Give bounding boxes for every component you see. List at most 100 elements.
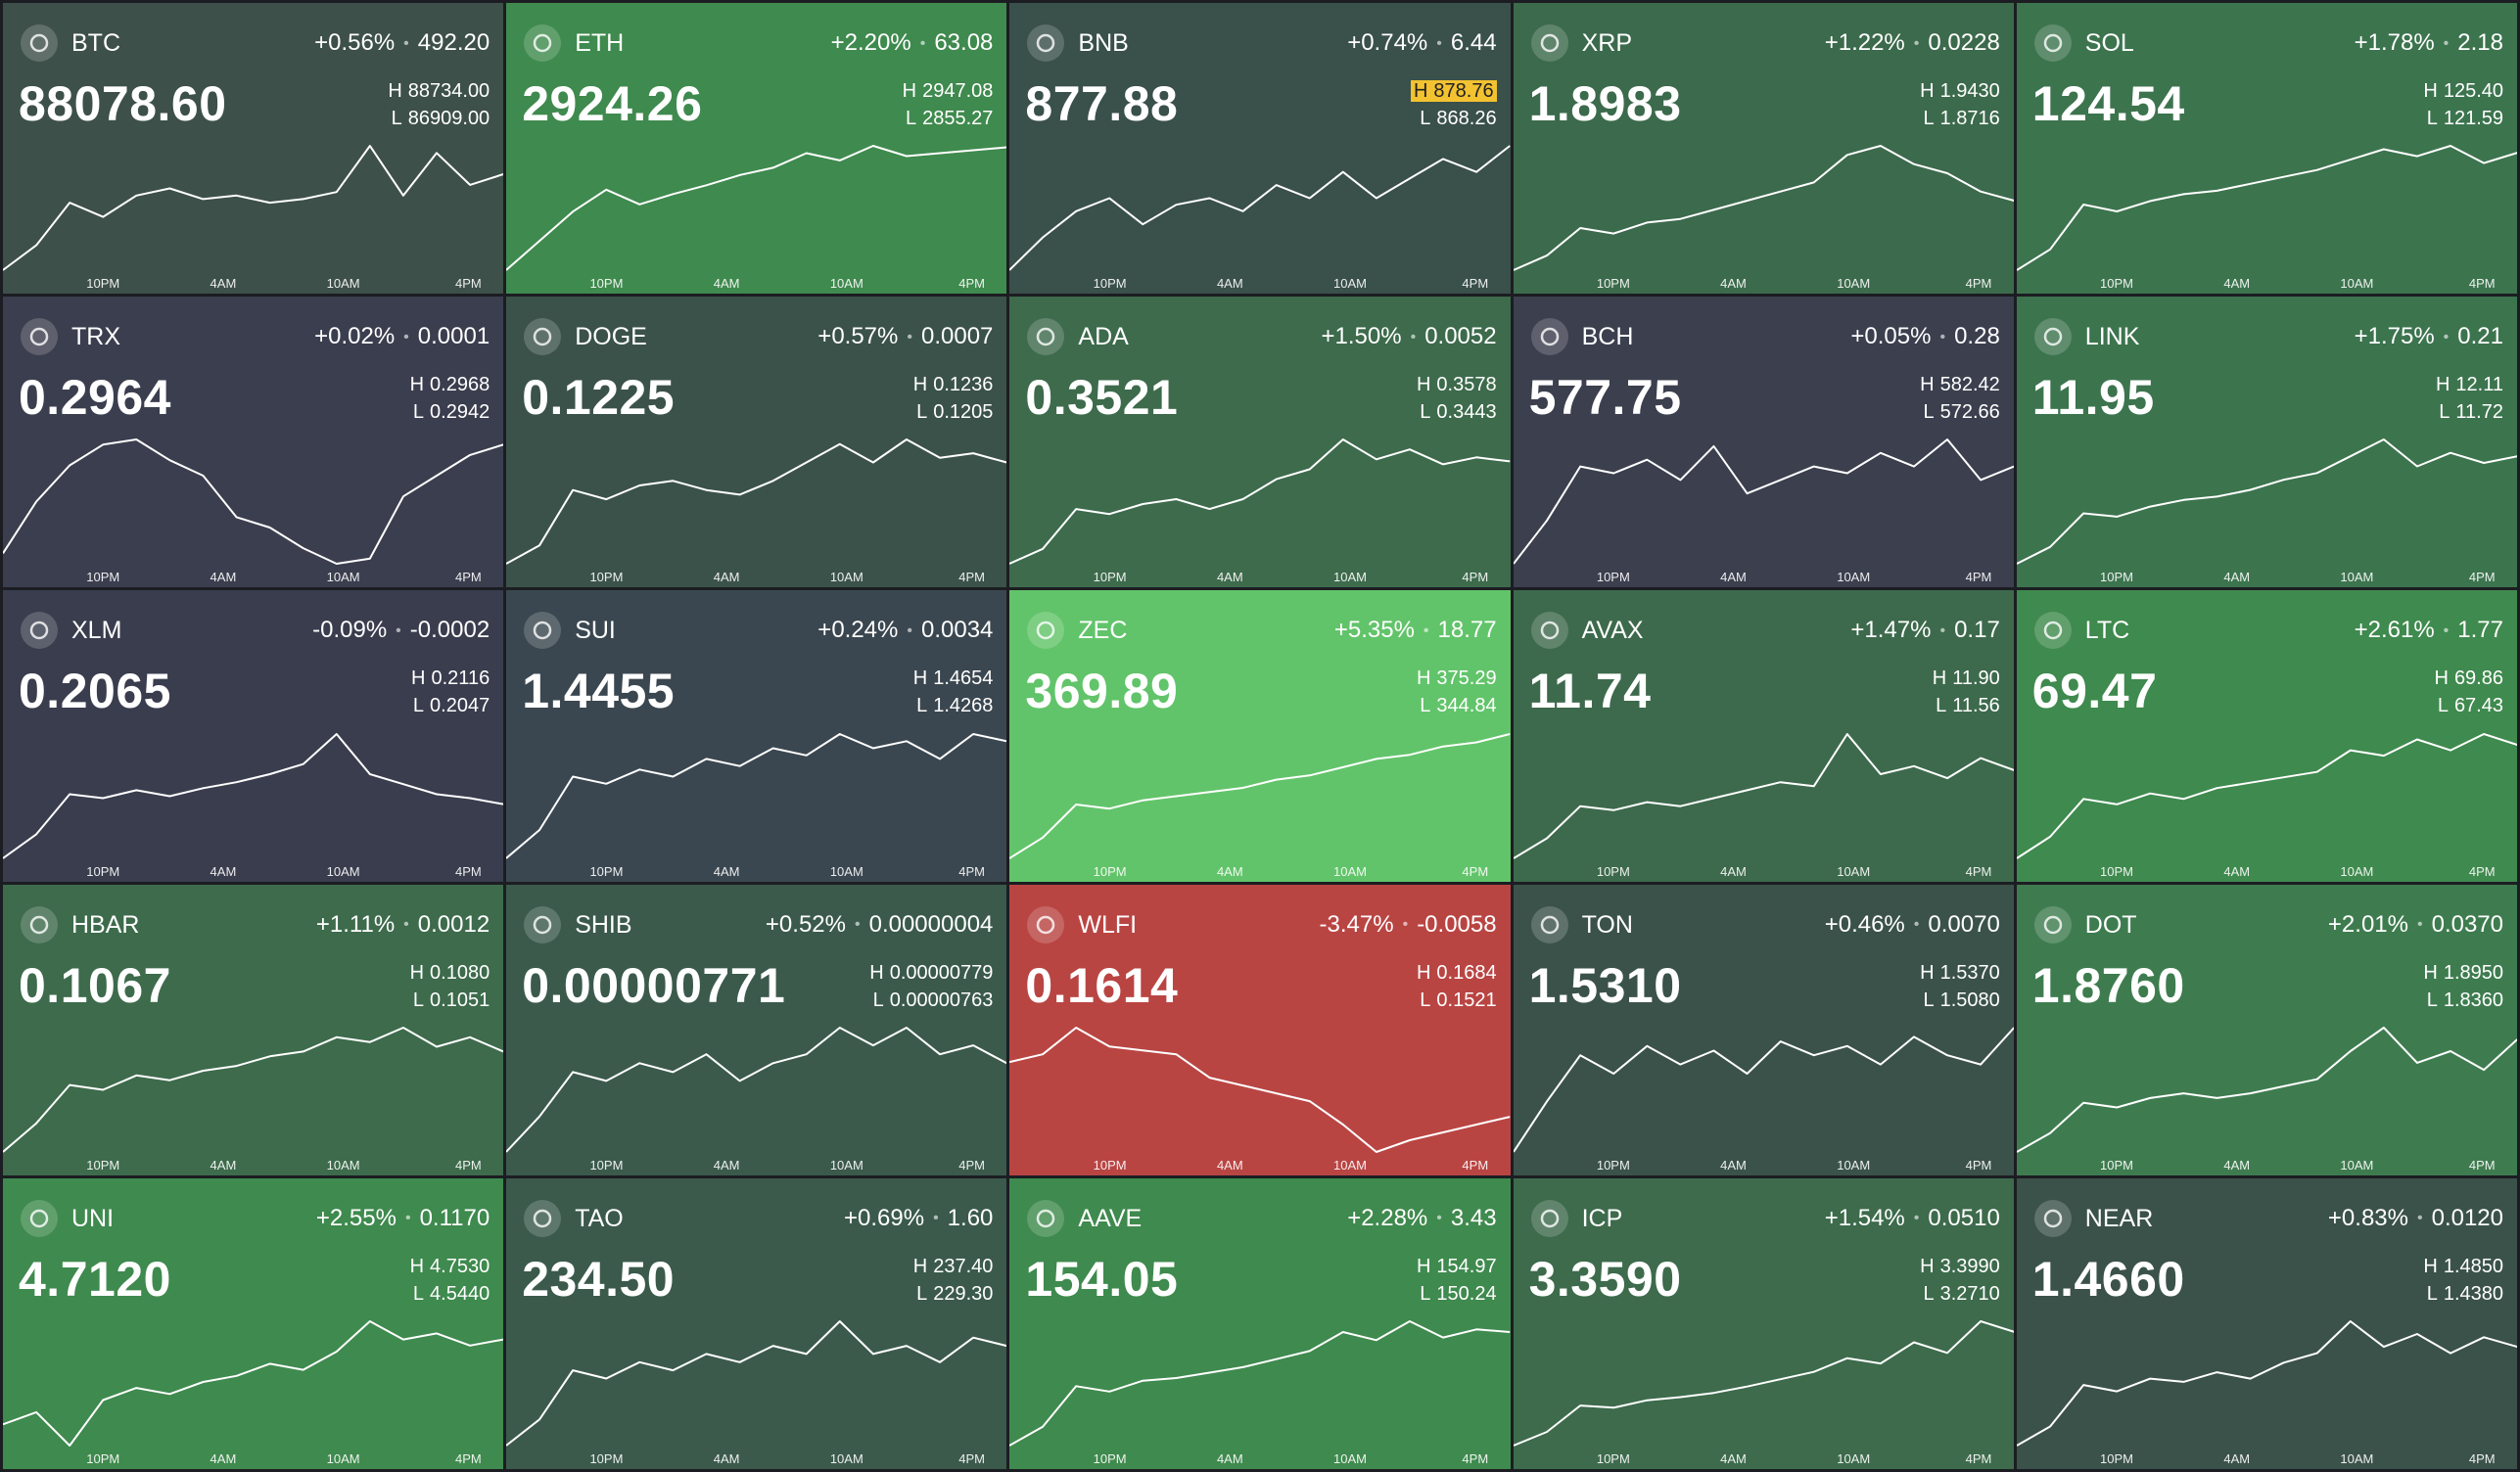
- high-label: H: [411, 667, 426, 690]
- low-label: L: [1936, 695, 1947, 717]
- ticker-tile[interactable]: SUI +0.24% • 0.0034 1.4455 H 1.4654 L 1.4268 10PM…: [506, 590, 1007, 882]
- low-value: 3.2710: [1939, 1282, 2000, 1305]
- time-label: 4PM: [2468, 1451, 2496, 1466]
- ticker-tile[interactable]: ADA +1.50% • 0.0052 0.3521 H 0.3578 L 0.3443 10PM…: [1009, 297, 1511, 588]
- low-row: L 572.66: [1924, 401, 2000, 424]
- high-row: H 12.11: [2436, 374, 2503, 396]
- low-wrap: L 4.5440: [413, 1283, 490, 1305]
- ticker-tile[interactable]: SOL +1.78% • 2.18 124.54 H 125.40 L 121.59 10PM 4A…: [2016, 3, 2517, 295]
- change: +2.28% • 3.43: [1347, 1205, 1496, 1232]
- change-amount: 18.77: [1437, 617, 1497, 644]
- time-label: 4PM: [958, 276, 985, 292]
- ticker-tile[interactable]: UNI +2.55% • 0.1170 4.7120 H 4.7530 L 4.5440 10PM…: [3, 1177, 504, 1469]
- time-label: 4PM: [2468, 570, 2496, 585]
- ticker-tile[interactable]: ETH +2.20% • 63.08 2924.26 H 2947.08 L 2855.27 10…: [506, 3, 1007, 295]
- change: +1.47% • 0.17: [1850, 617, 1999, 644]
- change: +1.11% • 0.0012: [316, 911, 490, 939]
- time-label: 4PM: [1462, 863, 1489, 879]
- ticker-tile[interactable]: XRP +1.22% • 0.0228 1.8983 H 1.9430 L 1.8716 10PM…: [1513, 3, 2014, 295]
- ticker-tile[interactable]: BTC +0.56% • 492.20 88078.60 H 88734.00 L 86909.…: [3, 3, 504, 295]
- price: 0.1067: [19, 957, 171, 1013]
- coin-icon: [1530, 1199, 1568, 1237]
- price: 1.4660: [2031, 1251, 2185, 1307]
- coin-icon: [524, 24, 562, 62]
- time-label: 10AM: [829, 570, 863, 585]
- low-row: L 1.5080: [1924, 989, 2000, 1012]
- high-value: 375.29: [1436, 667, 1497, 690]
- high-wrap: H 1.4850: [2423, 1256, 2503, 1277]
- time-label: 4AM: [1720, 1157, 1747, 1173]
- high-wrap: H 582.42: [1920, 374, 2000, 395]
- high-label: H: [1920, 1255, 1935, 1277]
- time-label: 4PM: [1462, 1451, 1489, 1466]
- change: +2.55% • 0.1170: [316, 1205, 490, 1232]
- ticker-tile[interactable]: SHIB +0.52% • 0.00000004 0.00000771 H 0.000007…: [506, 884, 1007, 1175]
- change-amount: 492.20: [417, 29, 490, 56]
- sparkline: [506, 1317, 1006, 1449]
- ticker-tile[interactable]: TON +0.46% • 0.0070 1.5310 H 1.5370 L 1.5080 10PM…: [1513, 884, 2014, 1175]
- ticker-tile[interactable]: TRX +0.02% • 0.0001 0.2964 H 0.2968 L 0.2942 10PM…: [3, 297, 504, 588]
- high-wrap: H 0.2968: [410, 374, 490, 395]
- ticker-tile[interactable]: TAO +0.69% • 1.60 234.50 H 237.40 L 229.30 10PM 4A…: [506, 1177, 1007, 1469]
- coin-icon-glyph: [29, 1209, 49, 1228]
- ticker-tile[interactable]: XLM -0.09% • -0.0002 0.2065 H 0.2116 L 0.2047 10P…: [3, 590, 504, 882]
- change: +1.50% • 0.0052: [1322, 323, 1497, 350]
- ticker-tile[interactable]: HBAR +1.11% • 0.0012 0.1067 H 0.1080 L 0.1051 10P…: [3, 884, 504, 1175]
- price: 234.50: [522, 1251, 676, 1307]
- ticker-tile[interactable]: DOT +2.01% • 0.0370 1.8760 H 1.8950 L 1.8360 10PM…: [2016, 884, 2517, 1175]
- high-wrap: H 0.1080: [410, 962, 490, 984]
- sparkline-line: [1009, 1321, 1510, 1446]
- high-row: H 582.42: [1920, 374, 2000, 396]
- ticker-tile[interactable]: BCH +0.05% • 0.28 577.75 H 582.42 L 572.66 10PM 4A…: [1513, 297, 2014, 588]
- ticker-tile[interactable]: BNB +0.74% • 6.44 877.88 H 878.76 L 868.26 10PM 4A…: [1009, 3, 1511, 295]
- time-label: 4AM: [1720, 276, 1747, 292]
- time-label: 4PM: [958, 570, 985, 585]
- ticker-tile[interactable]: DOGE +0.57% • 0.0007 0.1225 H 0.1236 L 0.1205 10P…: [506, 297, 1007, 588]
- high-row: H 0.1684: [1417, 962, 1497, 985]
- time-label: 10AM: [829, 1157, 863, 1173]
- ticker-tile[interactable]: WLFI -3.47% • -0.0058 0.1614 H 0.1684 L 0.1521 10…: [1009, 884, 1511, 1175]
- price: 0.1225: [522, 370, 676, 426]
- sparkline: [1514, 142, 2014, 274]
- symbol: DOT: [2084, 910, 2137, 939]
- high-wrap: H 88734.00: [388, 80, 490, 102]
- symbol: ICP: [1581, 1204, 1623, 1232]
- low-row: L 0.2047: [413, 695, 490, 717]
- price: 0.2065: [19, 664, 171, 719]
- ticker-tile[interactable]: AAVE +2.28% • 3.43 154.05 H 154.97 L 150.24 10PM 4…: [1009, 1177, 1511, 1469]
- change-percent: +0.46%: [1824, 910, 1905, 938]
- time-label: 10AM: [1837, 1451, 1871, 1466]
- ticker-tile[interactable]: AVAX +1.47% • 0.17 11.74 H 11.90 L 11.56 10PM 4AM 1…: [1513, 590, 2014, 882]
- coin-icon-circle: [1530, 1199, 1568, 1237]
- high-wrap: H 2947.08: [903, 80, 994, 102]
- high-value: 12.11: [2455, 374, 2503, 396]
- ticker-tile[interactable]: LTC +2.61% • 1.77 69.47 H 69.86 L 67.43 10PM 4AM 10…: [2016, 590, 2517, 882]
- change-amount: 1.77: [2457, 617, 2503, 644]
- low-wrap: L 11.56: [1936, 695, 2000, 716]
- change-percent: +2.28%: [1347, 1204, 1428, 1231]
- change: +0.69% • 1.60: [844, 1205, 993, 1232]
- time-label: 4AM: [1216, 1451, 1243, 1466]
- coin-icon-glyph: [2043, 621, 2063, 640]
- coin-icon: [1027, 318, 1065, 356]
- change-percent: -0.09%: [312, 617, 388, 644]
- ticker-tile[interactable]: NEAR +0.83% • 0.0120 1.4660 H 1.4850 L 1.4380 10P…: [2016, 1177, 2517, 1469]
- change-amount: 0.17: [1954, 617, 2000, 644]
- separator: •: [403, 916, 409, 934]
- low-row: L 229.30: [916, 1283, 993, 1306]
- coin-icon: [21, 1199, 58, 1237]
- high-label: H: [869, 961, 884, 984]
- ticker-tile[interactable]: ZEC +5.35% • 18.77 369.89 H 375.29 L 344.84 10PM 4…: [1009, 590, 1511, 882]
- ticker-tile[interactable]: LINK +1.75% • 0.21 11.95 H 12.11 L 11.72 10PM 4AM 1…: [2016, 297, 2517, 588]
- low-value: 868.26: [1436, 108, 1497, 129]
- sparkline-line: [1514, 439, 2014, 564]
- coin-icon-circle: [2033, 24, 2072, 62]
- ticker-tile[interactable]: ICP +1.54% • 0.0510 3.3590 H 3.3990 L 3.2710 10PM…: [1513, 1177, 2014, 1469]
- high-value: 0.00000779: [889, 961, 994, 984]
- symbol: ETH: [575, 29, 625, 57]
- high-label: H: [912, 1255, 928, 1277]
- low-row: L 4.5440: [413, 1283, 490, 1306]
- low-value: 0.1521: [1436, 989, 1497, 1011]
- coin-icon-glyph: [29, 327, 49, 346]
- separator: •: [403, 34, 409, 52]
